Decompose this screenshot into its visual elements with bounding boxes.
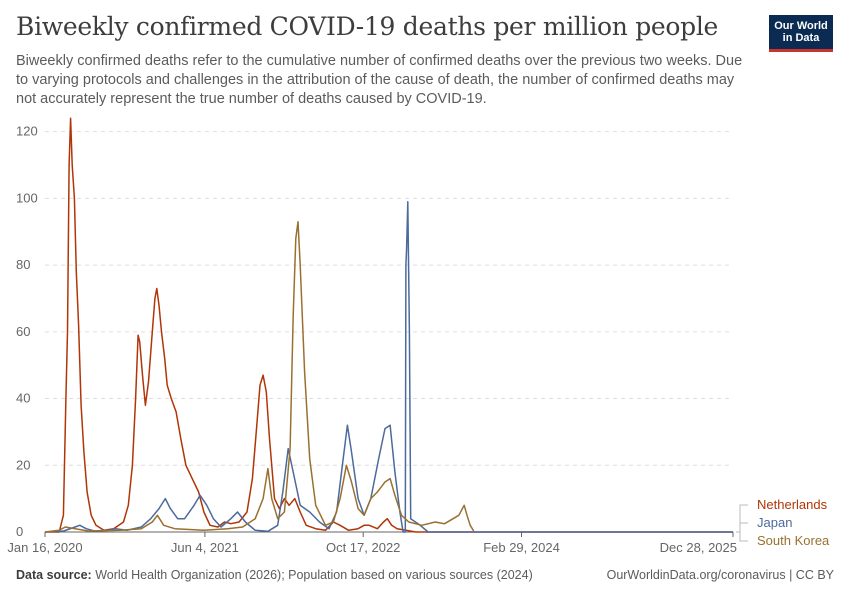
- legend-label-netherlands: Netherlands: [757, 497, 828, 512]
- gridlines: [45, 131, 733, 533]
- y-tick-label-40: 40: [16, 391, 30, 406]
- y-axis-ticks: 0 20 40 60 80 100 120: [16, 124, 38, 539]
- x-tick-label: Oct 17, 2022: [326, 540, 400, 555]
- chart-title: Biweekly confirmed COVID-19 deaths per m…: [16, 12, 719, 41]
- data-source-text: World Health Organization (2026); Popula…: [95, 568, 533, 582]
- x-tick-label: Feb 29, 2024: [483, 540, 560, 555]
- source-link[interactable]: OurWorldinData.org/coronavirus | CC BY: [606, 568, 834, 582]
- series-lines: [44, 117, 733, 533]
- logo-line-1: Our World: [774, 20, 828, 32]
- data-source-note: Data source: World Health Organization (…: [16, 568, 533, 582]
- series-line-japan: [44, 200, 733, 533]
- legend-connector: [736, 504, 748, 533]
- legend-label-south-korea: South Korea: [757, 533, 830, 548]
- logo-line-2: in Data: [782, 32, 820, 44]
- legend-connector: [736, 531, 748, 542]
- series-line-south-korea: [44, 221, 475, 533]
- data-source-label: Data source:: [16, 568, 92, 582]
- x-tick-label: Jun 4, 2021: [171, 540, 239, 555]
- chart-subtitle: Biweekly confirmed deaths refer to the c…: [16, 53, 743, 107]
- series-line-netherlands: [45, 117, 733, 533]
- y-tick-label-20: 20: [16, 457, 30, 472]
- y-tick-label-80: 80: [16, 257, 30, 272]
- y-tick-label-100: 100: [16, 190, 38, 205]
- owid-logo[interactable]: Our World in Data: [769, 15, 833, 52]
- y-tick-label-0: 0: [16, 524, 23, 539]
- legend-connector: [736, 522, 748, 533]
- x-tick-label: Dec 28, 2025: [660, 540, 737, 555]
- y-tick-label-60: 60: [16, 324, 30, 339]
- legend: Netherlands Japan South Korea: [736, 497, 830, 548]
- legend-label-japan: Japan: [757, 515, 792, 530]
- x-tick-label: Jan 16, 2020: [7, 540, 82, 555]
- y-tick-label-120: 120: [16, 124, 38, 139]
- x-axis-ticks: Jan 16, 2020 Jun 4, 2021 Oct 17, 2022 Feb 2…: [7, 532, 737, 555]
